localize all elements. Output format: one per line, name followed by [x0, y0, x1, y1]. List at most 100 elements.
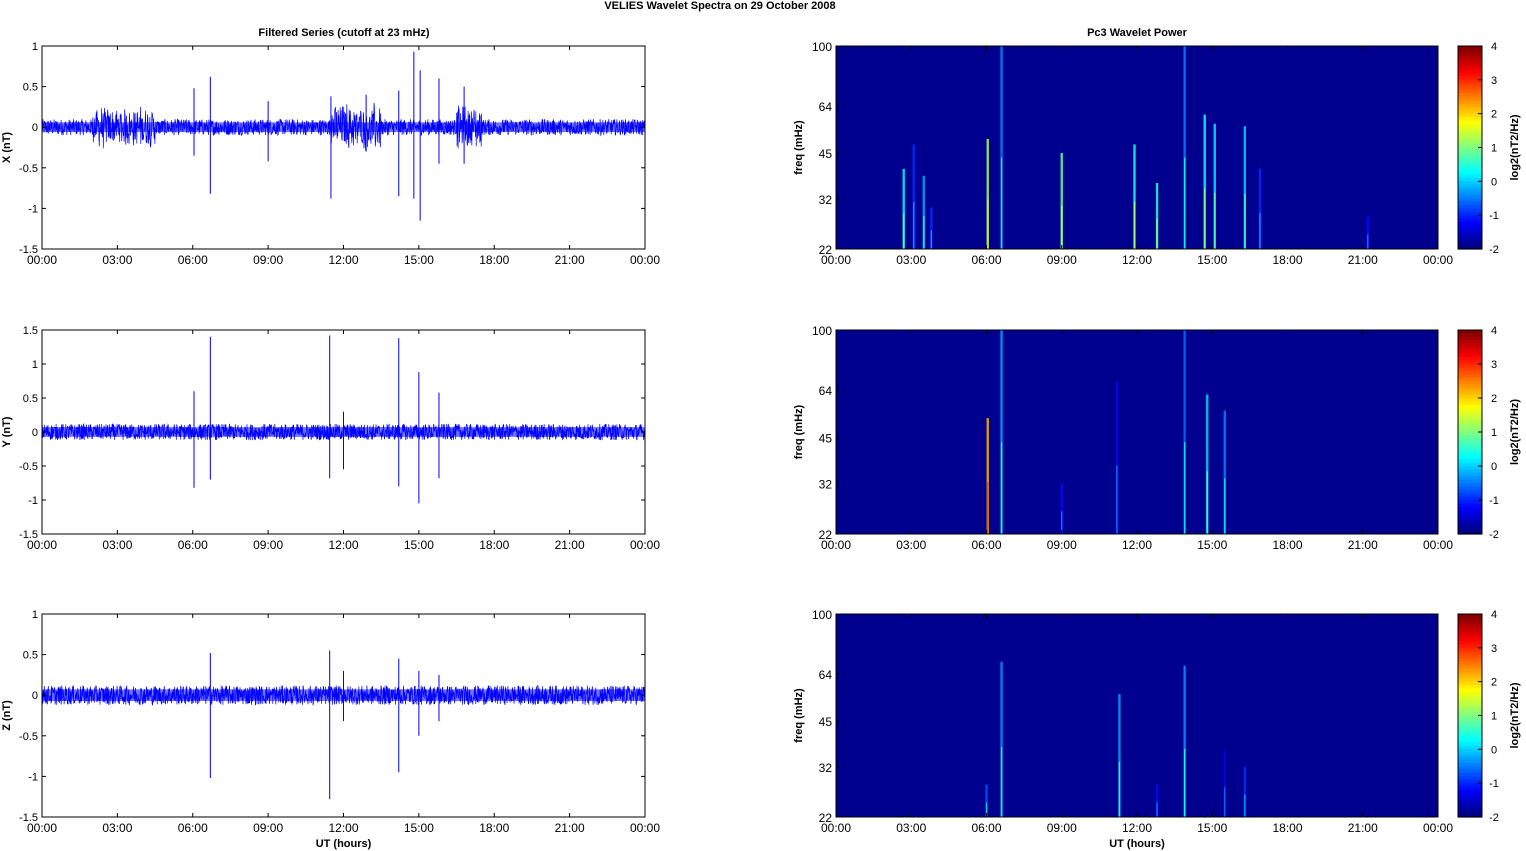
power-streak-core	[903, 212, 905, 249]
colorbar-cell	[1458, 745, 1482, 750]
power-streak	[985, 784, 988, 817]
y-tick-label: 64	[819, 384, 833, 398]
colorbar-cell	[1458, 123, 1482, 128]
power-streak-core	[923, 216, 925, 249]
colorbar-cell	[1458, 813, 1482, 818]
power-streak	[1183, 46, 1186, 249]
y-tick-label: 0	[32, 427, 38, 439]
power-streak-core	[1000, 747, 1003, 817]
x-tick-label: 09:00	[253, 538, 283, 552]
colorbar-cell	[1458, 171, 1482, 176]
colorbar-cell	[1458, 113, 1482, 118]
x-tick-label: 03:00	[896, 538, 926, 552]
colorbar-cell	[1458, 336, 1482, 341]
x-tick-label: 03:00	[102, 253, 132, 267]
power-streak-core	[1206, 471, 1208, 534]
colorbar-cell	[1458, 503, 1482, 508]
power-streak	[1366, 216, 1369, 249]
colorbar-cell	[1458, 759, 1482, 764]
colorbar-cell	[1458, 49, 1482, 54]
x-axis-label: UT (hours)	[316, 838, 372, 850]
colorbar-cell	[1458, 630, 1482, 635]
colorbar-tick-label: 0	[1491, 461, 1497, 473]
power-streak-core	[1118, 761, 1121, 817]
power-streak	[1206, 394, 1209, 534]
colorbar-tick-label: -2	[1489, 812, 1499, 824]
y-tick-label: -1.5	[19, 529, 38, 541]
colorbar-cell	[1458, 493, 1482, 498]
y-axis-label: freq (mHz)	[793, 688, 805, 743]
power-streak-core	[1204, 188, 1206, 249]
power-streak-core	[1244, 193, 1246, 249]
x-tick-label: 00:00	[27, 538, 57, 552]
colorbar-cell	[1458, 181, 1482, 186]
x-tick-label: 06:00	[178, 821, 208, 835]
colorbar-cell	[1458, 370, 1482, 375]
power-streak	[1203, 114, 1206, 249]
colorbar-cell	[1458, 415, 1482, 419]
x-tick-label: 15:00	[404, 538, 434, 552]
colorbar-cell	[1458, 340, 1482, 345]
colorbar-cell	[1458, 459, 1482, 464]
colorbar-tick-label: -1	[1489, 495, 1499, 507]
colorbar-cell	[1458, 678, 1482, 683]
colorbar-cell	[1458, 698, 1482, 703]
x-tick-label: 09:00	[1047, 538, 1077, 552]
x-tick-label: 12:00	[328, 821, 358, 835]
colorbar-tick-label: -2	[1489, 244, 1499, 256]
colorbar-label: log2(nT2/Hz)	[1509, 399, 1521, 465]
power-streak-core	[930, 230, 932, 249]
colorbar-cell	[1458, 496, 1482, 501]
colorbar-cell	[1458, 455, 1482, 460]
colorbar-cell	[1458, 664, 1482, 669]
colorbar-cell	[1458, 242, 1482, 247]
colorbar-cell	[1458, 523, 1482, 528]
colorbar-cell	[1458, 208, 1482, 213]
colorbar-cell	[1458, 506, 1482, 511]
colorbar-cell	[1458, 377, 1482, 382]
x-tick-label: 09:00	[1047, 253, 1077, 267]
y-axis-label: freq (mHz)	[793, 404, 805, 459]
colorbar-cell	[1458, 150, 1482, 155]
colorbar-cell	[1458, 103, 1482, 108]
y-tick-label: 100	[812, 324, 832, 338]
x-tick-label: 15:00	[404, 821, 434, 835]
colorbar-tick-label: 0	[1491, 176, 1497, 188]
colorbar-cell	[1458, 486, 1482, 491]
power-streak-core	[1259, 212, 1261, 249]
colorbar-cell	[1458, 634, 1482, 639]
colorbar-cell	[1458, 69, 1482, 74]
colorbar-cell	[1458, 225, 1482, 230]
colorbar-cell	[1458, 483, 1482, 487]
y-tick-label: 45	[819, 147, 833, 161]
x-tick-label: 18:00	[479, 253, 509, 267]
y-tick-label: 1	[32, 41, 38, 53]
colorbar-cell	[1458, 398, 1482, 402]
colorbar-cell	[1458, 333, 1482, 338]
power-streak	[1243, 126, 1247, 249]
power-streak	[1183, 330, 1186, 534]
colorbar-cell	[1458, 685, 1482, 690]
power-streak-core	[913, 201, 915, 249]
y-tick-label: 0.5	[23, 82, 38, 94]
y-tick-label: 1	[32, 359, 38, 371]
x-tick-label: 09:00	[1047, 821, 1077, 835]
x-tick-label: 06:00	[971, 821, 1001, 835]
power-streak	[1000, 46, 1003, 249]
colorbar-cell	[1458, 425, 1482, 430]
colorbar-tick-label: 1	[1491, 711, 1497, 723]
y-tick-label: -1	[28, 771, 38, 783]
colorbar-tick-label: 0	[1491, 744, 1497, 756]
colorbar-cell	[1458, 749, 1482, 754]
colorbar-cell	[1458, 238, 1482, 243]
colorbar-cell	[1458, 732, 1482, 737]
series-panel-z: -1.5 -1 -0.5 0 0.5 1 00:00 03:00 06:00 09:00 12:00…	[1, 609, 660, 850]
power-streak-core	[1184, 442, 1186, 534]
colorbar-cell	[1458, 188, 1482, 193]
colorbar-cell	[1458, 96, 1482, 101]
colorbar-tick-label: 4	[1491, 609, 1497, 621]
x-tick-label: 00:00	[1423, 253, 1453, 267]
colorbar-cell	[1458, 93, 1482, 98]
